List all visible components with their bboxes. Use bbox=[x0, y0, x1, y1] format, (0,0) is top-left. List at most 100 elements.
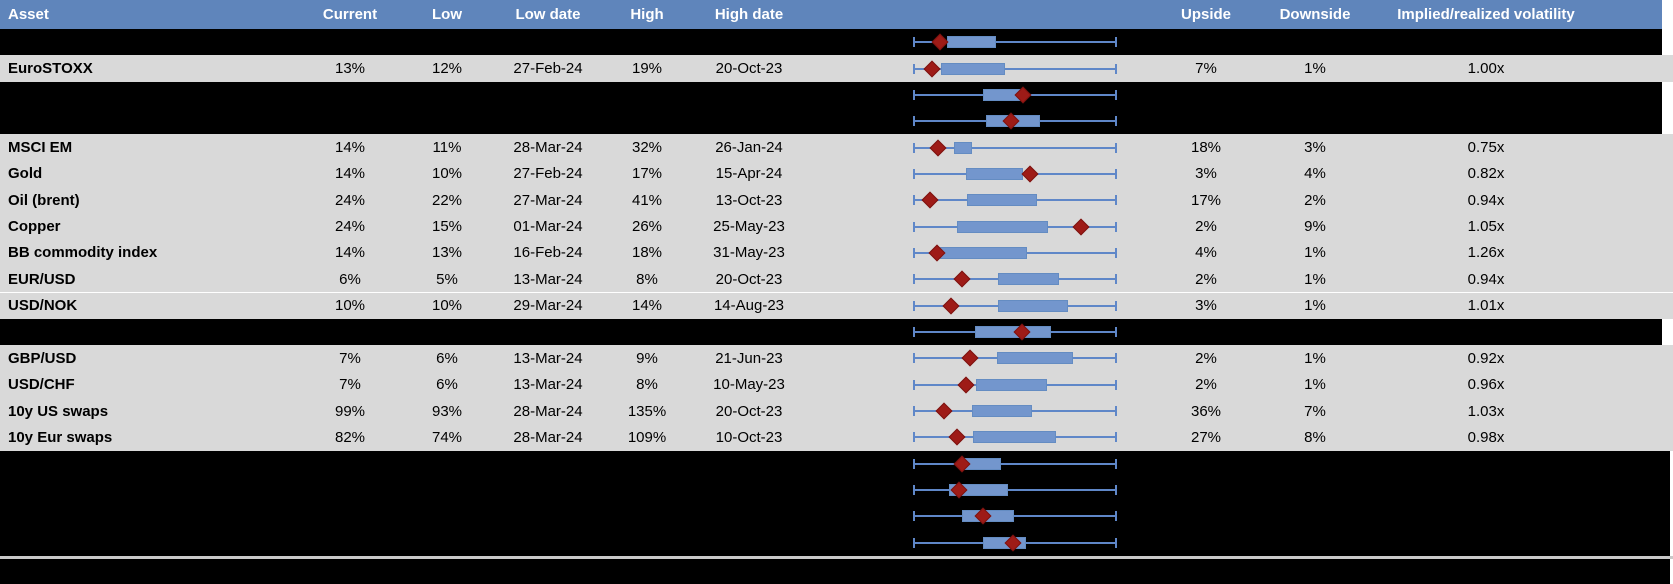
cell-downside: 9% bbox=[1304, 218, 1326, 236]
marker-diamond bbox=[953, 270, 971, 288]
whisker-cap-right bbox=[1115, 406, 1117, 417]
cell-current: 14% bbox=[334, 139, 366, 157]
whisker-cap-right bbox=[1115, 142, 1117, 153]
cell-upside: 3% bbox=[1195, 297, 1217, 315]
marker-diamond bbox=[923, 60, 941, 78]
table-row bbox=[0, 81, 1662, 109]
range-boxplot bbox=[913, 480, 1117, 500]
whisker-cap-left bbox=[913, 63, 915, 74]
cell-upside: 2% bbox=[1195, 376, 1217, 394]
cell-low-date: 29-Mar-24 bbox=[513, 297, 583, 315]
cell-implied-realized: 0.75x bbox=[1467, 139, 1505, 157]
cell-high-date: 10-May-23 bbox=[713, 376, 785, 394]
cell-high-date: 26-Jan-24 bbox=[715, 139, 783, 157]
cell-upside: 17% bbox=[1190, 191, 1222, 209]
range-boxplot bbox=[913, 243, 1117, 263]
whisker-cap-left bbox=[913, 221, 915, 232]
range-boxplot bbox=[913, 427, 1117, 447]
cell-high-date: 14-Aug-23 bbox=[713, 297, 785, 315]
cell-low: 13% bbox=[431, 244, 463, 262]
whisker-line bbox=[914, 462, 1116, 465]
cell-implied-realized: 1.26x bbox=[1467, 244, 1505, 262]
whisker-cap-left bbox=[913, 511, 915, 522]
cell-implied-realized: 0.96x bbox=[1467, 376, 1505, 394]
whisker-cap-left bbox=[913, 379, 915, 390]
cell-high: 9% bbox=[636, 349, 658, 367]
cell-high-date: 15-Apr-24 bbox=[715, 165, 783, 183]
cell-low: 93% bbox=[431, 402, 463, 420]
whisker-cap-right bbox=[1115, 537, 1117, 548]
whisker-cap-left bbox=[913, 168, 915, 179]
cell-implied-realized: 0.92x bbox=[1467, 349, 1505, 367]
cell-downside: 3% bbox=[1304, 139, 1326, 157]
box bbox=[940, 62, 1005, 75]
marker-diamond bbox=[1072, 218, 1090, 236]
cell-current: 14% bbox=[334, 244, 366, 262]
cell-high-date: 31-May-23 bbox=[713, 244, 785, 262]
cell-low: 15% bbox=[431, 218, 463, 236]
whisker-cap-right bbox=[1115, 432, 1117, 443]
marker-diamond bbox=[931, 33, 949, 51]
box bbox=[998, 299, 1069, 312]
whisker-cap-left bbox=[913, 300, 915, 311]
table-row: GBP/USD 7% 6% 13-Mar-24 9% 21-Jun-23 2% … bbox=[0, 345, 1673, 372]
cell-downside: 1% bbox=[1304, 60, 1326, 78]
cell-high: 19% bbox=[631, 60, 663, 78]
table-row bbox=[0, 476, 1670, 504]
header-low: Low bbox=[432, 6, 462, 23]
cell-implied-realized: 0.94x bbox=[1467, 270, 1505, 288]
cell-low: 11% bbox=[432, 139, 462, 157]
cell-high: 14% bbox=[631, 297, 663, 315]
whisker-cap-right bbox=[1115, 221, 1117, 232]
header-upside: Upside bbox=[1180, 6, 1231, 23]
cell-high: 109% bbox=[627, 428, 667, 446]
table-row: BB commodity index 14% 13% 16-Feb-24 18%… bbox=[0, 239, 1673, 267]
whisker-cap-right bbox=[1115, 379, 1117, 390]
header-low-date: Low date bbox=[515, 6, 581, 23]
header-high: High bbox=[630, 6, 664, 23]
cell-downside: 1% bbox=[1304, 349, 1326, 367]
cell-high-date: 20-Oct-23 bbox=[715, 270, 783, 288]
range-boxplot bbox=[913, 401, 1117, 421]
table-row: MSCI EM 14% 11% 28-Mar-24 32% 26-Jan-24 … bbox=[0, 134, 1673, 161]
box bbox=[966, 167, 1023, 180]
cell-implied-realized: 0.94x bbox=[1467, 191, 1505, 209]
table-row bbox=[0, 450, 1670, 477]
cell-asset: 10y US swaps bbox=[8, 402, 109, 420]
whisker-cap-right bbox=[1115, 353, 1117, 364]
box bbox=[939, 246, 1028, 259]
marker-diamond bbox=[957, 376, 975, 394]
cell-implied-realized: 0.82x bbox=[1467, 165, 1505, 183]
whisker-cap-left bbox=[913, 327, 915, 338]
range-boxplot bbox=[913, 533, 1117, 553]
cell-downside: 1% bbox=[1304, 244, 1326, 262]
range-boxplot bbox=[913, 296, 1117, 316]
table-row: USD/CHF 7% 6% 13-Mar-24 8% 10-May-23 2% … bbox=[0, 371, 1673, 398]
cell-current: 10% bbox=[334, 297, 366, 315]
whisker-line bbox=[914, 41, 1116, 44]
cell-upside: 2% bbox=[1195, 270, 1217, 288]
range-boxplot bbox=[913, 190, 1117, 210]
whisker-cap-right bbox=[1115, 116, 1117, 127]
whisker-cap-right bbox=[1115, 63, 1117, 74]
range-boxplot bbox=[913, 217, 1117, 237]
table-row bbox=[0, 29, 1662, 56]
cell-low-date: 13-Mar-24 bbox=[513, 270, 583, 288]
cell-downside: 8% bbox=[1304, 428, 1326, 446]
cell-asset: GBP/USD bbox=[8, 349, 77, 367]
box bbox=[957, 220, 1049, 233]
cell-low: 10% bbox=[431, 297, 463, 315]
cell-high-date: 20-Oct-23 bbox=[715, 402, 783, 420]
cell-current: 24% bbox=[334, 191, 366, 209]
box bbox=[971, 405, 1032, 418]
cell-upside: 27% bbox=[1190, 428, 1222, 446]
cell-low-date: 27-Feb-24 bbox=[513, 60, 583, 78]
whisker-cap-left bbox=[913, 247, 915, 258]
whisker-cap-left bbox=[913, 116, 915, 127]
cell-low-date: 16-Feb-24 bbox=[513, 244, 583, 262]
cell-high: 41% bbox=[631, 191, 663, 209]
cell-low: 12% bbox=[431, 60, 463, 78]
whisker-cap-left bbox=[913, 89, 915, 100]
table-row: 10y Eur swaps 82% 74% 28-Mar-24 109% 10-… bbox=[0, 424, 1673, 451]
cell-asset: Oil (brent) bbox=[8, 191, 80, 209]
